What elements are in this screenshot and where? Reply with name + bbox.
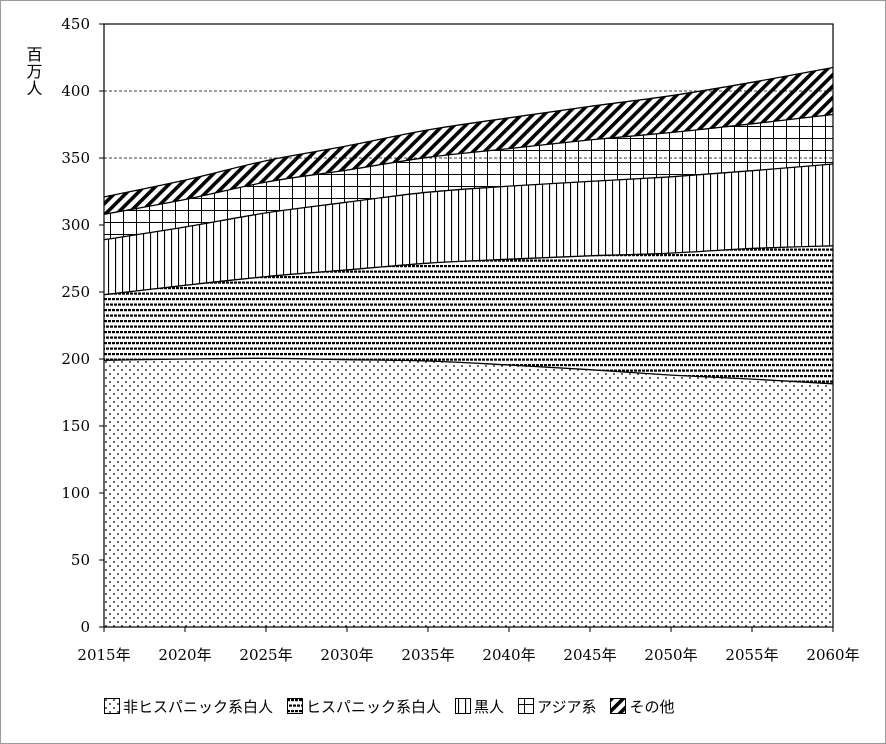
legend-label-1: 非ヒスパニック系白人 [123,697,274,716]
x-tick-label-2025: 2025年 [239,646,292,664]
x-tick-label-2030: 2030年 [320,646,373,664]
legend-item-4: アジア系 [518,696,596,717]
x-tick-label-2020: 2020年 [158,646,211,664]
legend-swatch-2 [287,698,304,714]
legend-item-2: ヒスパニック系白人 [287,696,441,717]
y-tick-label-0: 0 [80,618,90,636]
legend-item-1: 非ヒスパニック系白人 [104,696,273,717]
legend-item-5: その他 [610,696,674,717]
area-series-4 [104,114,833,240]
legend-label-5: その他 [629,697,675,716]
area-boundary-4 [103,113,834,215]
x-tick-label-2045: 2045年 [563,646,616,664]
x-tick-label-2055: 2055年 [725,646,778,664]
y-tick-label-200: 200 [61,350,90,368]
y-tick-label-100: 100 [61,484,90,502]
legend-swatch-1 [104,698,120,714]
legend-label-4: アジア系 [537,697,597,716]
legend: 非ヒスパニック系白人 ヒスパニック系白人 黒人 アジア系 その他 [104,694,688,718]
y-tick-label-350: 350 [61,149,90,167]
plot-area-border [103,23,834,628]
y-tick-label-250: 250 [61,283,90,301]
area-series-1 [104,358,833,627]
legend-swatch-4 [518,698,535,714]
x-tick-label-2040: 2040年 [482,646,535,664]
legend-label-2: ヒスパニック系白人 [306,697,442,716]
area-series-2 [104,245,833,384]
area-series-5 [104,67,833,215]
legend-label-3: 黒人 [474,697,505,716]
legend-swatch-3 [455,698,472,714]
area-boundary-2 [103,245,834,296]
y-tick-label-150: 150 [61,417,90,435]
legend-swatch-5 [610,698,627,714]
legend-item-3: 黒人 [455,696,504,717]
x-tick-label-2015: 2015年 [77,646,130,664]
y-tick-label-50: 50 [71,551,90,569]
x-tick-label-2050: 2050年 [644,646,697,664]
y-axis-unit-label: 百万人 [24,46,43,97]
area-boundary-5 [103,66,834,198]
y-tick-label-450: 450 [61,15,90,33]
area-boundary-3 [103,163,834,241]
y-tick-label-300: 300 [61,216,90,234]
x-tick-label-2035: 2035年 [401,646,454,664]
x-tick-label-2060: 2060年 [806,646,859,664]
area-series-3 [104,164,833,295]
area-boundary-1 [103,357,834,385]
y-tick-label-400: 400 [61,82,90,100]
